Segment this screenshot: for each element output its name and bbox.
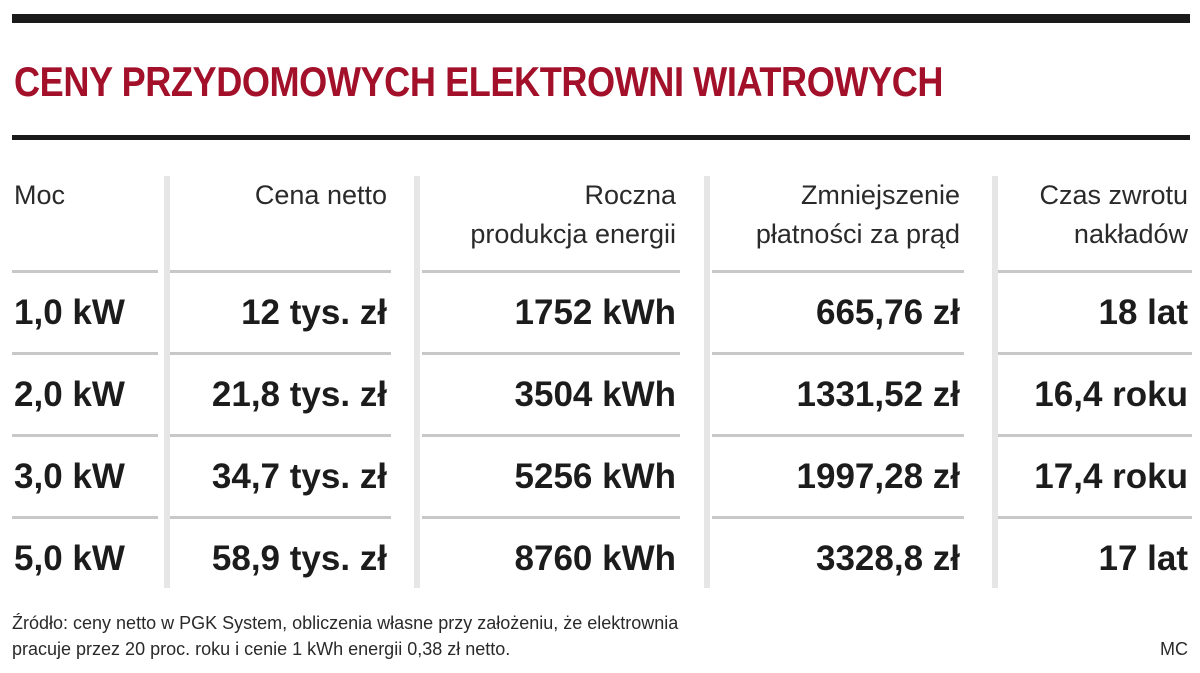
row-divider xyxy=(422,270,680,273)
footnote-line-2: pracuje przez 20 proc. roku i cenie 1 kW… xyxy=(12,639,511,659)
column-separator xyxy=(704,176,710,588)
table-cell: 21,8 tys. zł xyxy=(211,375,387,414)
table-cell: 17,4 roku xyxy=(1034,457,1188,496)
table-cell: 1997,28 zł xyxy=(796,457,960,496)
column-header: Zmniejszenie płatności za prąd xyxy=(720,176,960,266)
column-separator xyxy=(992,176,998,588)
table-cell: 8760 kWh xyxy=(514,539,676,578)
column-header-line: Moc xyxy=(14,180,66,210)
top-rule xyxy=(12,14,1190,23)
table-cell: 665,76 zł xyxy=(816,293,960,332)
table-cell: 16,4 roku xyxy=(1034,375,1188,414)
table-cell: 3,0 kW xyxy=(14,457,125,496)
data-table: Moc Cena netto Roczna produkcja energii Zmni… xyxy=(12,140,1192,588)
row-divider xyxy=(998,352,1192,355)
table-cell: 12 tys. zł xyxy=(241,293,387,332)
row-divider xyxy=(170,270,391,273)
column-separator xyxy=(414,176,420,588)
table-cell: 3328,8 zł xyxy=(816,539,960,578)
footnote-line-1: Źródło: ceny netto w PGK System, oblicze… xyxy=(12,613,679,633)
row-divider xyxy=(170,516,391,519)
column-header: Cena netto xyxy=(178,176,387,266)
table-cell: 5,0 kW xyxy=(14,539,125,578)
row-divider xyxy=(712,516,964,519)
table-cell: 17 lat xyxy=(1098,539,1189,578)
column-separator xyxy=(164,176,170,588)
column-header-line: Czas zwrotu xyxy=(1039,180,1188,210)
table-cell: 2,0 kW xyxy=(14,375,125,414)
row-divider xyxy=(998,516,1192,519)
table-cell: 1,0 kW xyxy=(14,293,125,332)
row-divider xyxy=(170,434,391,437)
row-divider xyxy=(712,352,964,355)
table-cell: 34,7 tys. zł xyxy=(211,457,387,496)
row-divider xyxy=(998,270,1192,273)
column-header-line: Zmniejszenie xyxy=(800,180,960,210)
row-divider xyxy=(170,352,391,355)
row-divider xyxy=(422,516,680,519)
row-divider xyxy=(712,270,964,273)
table-cell: 5256 kWh xyxy=(514,457,676,496)
table-cell: 3504 kWh xyxy=(514,375,676,414)
table-cell: 18 lat xyxy=(1098,293,1189,332)
row-divider xyxy=(12,516,158,519)
row-divider xyxy=(712,434,964,437)
column-header-line: płatności za prąd xyxy=(755,219,960,249)
row-divider xyxy=(998,434,1192,437)
title-rule xyxy=(12,135,1190,140)
column-header-line: Cena netto xyxy=(254,180,387,210)
column-header: Roczna produkcja energii xyxy=(430,176,676,266)
column-header-line: nakładów xyxy=(1073,219,1188,249)
source-footnote: Źródło: ceny netto w PGK System, oblicze… xyxy=(12,610,912,662)
table-cell: 58,9 tys. zł xyxy=(211,539,387,578)
row-divider xyxy=(12,434,158,437)
row-divider xyxy=(422,434,680,437)
row-divider xyxy=(422,352,680,355)
row-divider xyxy=(12,352,158,355)
chart-title: CENY PRZYDOMOWYCH ELEKTROWNI WIATROWYCH xyxy=(14,58,944,105)
author-credit: MC xyxy=(1160,639,1188,659)
table-cell: 1752 kWh xyxy=(514,293,676,332)
column-header: Czas zwrotu nakładów xyxy=(1006,176,1188,266)
row-divider xyxy=(12,270,158,273)
column-header-line: Roczna xyxy=(584,180,676,210)
column-header-line: produkcja energii xyxy=(470,219,676,249)
column-header: Moc xyxy=(14,176,156,266)
table-cell: 1331,52 zł xyxy=(796,375,960,414)
